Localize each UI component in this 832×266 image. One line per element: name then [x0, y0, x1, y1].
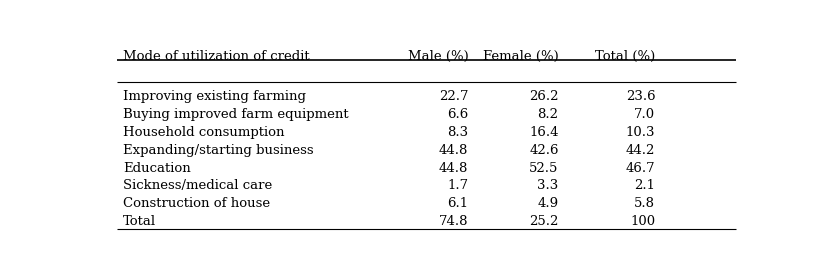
- Text: 25.2: 25.2: [529, 215, 558, 228]
- Text: 1.7: 1.7: [447, 179, 468, 192]
- Text: Improving existing farming: Improving existing farming: [123, 90, 306, 103]
- Text: Male (%): Male (%): [408, 50, 468, 63]
- Text: Female (%): Female (%): [483, 50, 558, 63]
- Text: 6.6: 6.6: [447, 108, 468, 121]
- Text: 44.8: 44.8: [439, 144, 468, 157]
- Text: 23.6: 23.6: [626, 90, 656, 103]
- Text: 22.7: 22.7: [438, 90, 468, 103]
- Text: 7.0: 7.0: [634, 108, 656, 121]
- Text: 46.7: 46.7: [626, 161, 656, 174]
- Text: Total: Total: [123, 215, 156, 228]
- Text: Mode of utilization of credit: Mode of utilization of credit: [123, 50, 310, 63]
- Text: 52.5: 52.5: [529, 161, 558, 174]
- Text: Education: Education: [123, 161, 191, 174]
- Text: Household consumption: Household consumption: [123, 126, 285, 139]
- Text: Sickness/medical care: Sickness/medical care: [123, 179, 273, 192]
- Text: 16.4: 16.4: [529, 126, 558, 139]
- Text: 8.2: 8.2: [537, 108, 558, 121]
- Text: 42.6: 42.6: [529, 144, 558, 157]
- Text: 44.2: 44.2: [626, 144, 656, 157]
- Text: Total (%): Total (%): [595, 50, 656, 63]
- Text: 5.8: 5.8: [634, 197, 656, 210]
- Text: 4.9: 4.9: [537, 197, 558, 210]
- Text: 26.2: 26.2: [529, 90, 558, 103]
- Text: Buying improved farm equipment: Buying improved farm equipment: [123, 108, 349, 121]
- Text: Construction of house: Construction of house: [123, 197, 270, 210]
- Text: 100: 100: [630, 215, 656, 228]
- Text: 2.1: 2.1: [634, 179, 656, 192]
- Text: 44.8: 44.8: [439, 161, 468, 174]
- Text: 74.8: 74.8: [438, 215, 468, 228]
- Text: 10.3: 10.3: [626, 126, 656, 139]
- Text: 6.1: 6.1: [447, 197, 468, 210]
- Text: Expanding/starting business: Expanding/starting business: [123, 144, 314, 157]
- Text: 3.3: 3.3: [537, 179, 558, 192]
- Text: 8.3: 8.3: [447, 126, 468, 139]
